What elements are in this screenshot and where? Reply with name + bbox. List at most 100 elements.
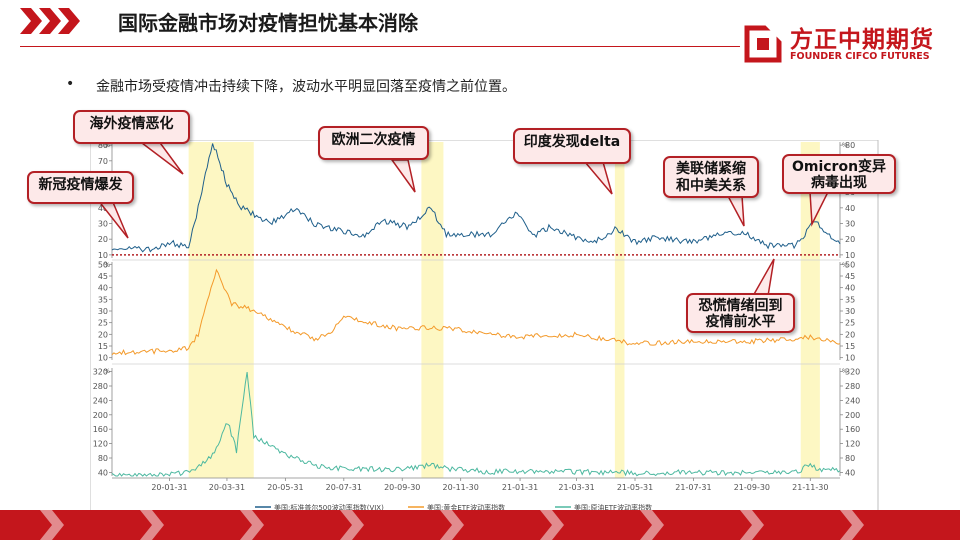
y-tick-label: 10	[845, 251, 855, 260]
legend-label: 美国:原油ETF波动率指数	[574, 503, 652, 512]
title-divider	[20, 46, 740, 47]
chevron-logo-icon	[20, 8, 80, 34]
y-tick-label: 280	[845, 382, 860, 391]
y-tick-label: 30	[98, 307, 108, 316]
y-tick-label: 120	[93, 440, 108, 449]
y-tick-label: 320	[845, 368, 860, 377]
y-tick-label: 35	[98, 295, 108, 304]
y-unit-label: %	[842, 368, 848, 375]
y-tick-label: 25	[98, 319, 108, 328]
x-tick-label: 21-01-31	[502, 483, 538, 492]
y-tick-label: 10	[98, 354, 108, 363]
y-tick-label: 240	[93, 396, 108, 405]
y-tick-label: 40	[98, 204, 108, 213]
y-unit-label: %	[842, 142, 848, 149]
callout-text: 印度发现delta	[523, 134, 621, 150]
y-tick-label: 45	[845, 272, 855, 281]
y-tick-label: 10	[845, 354, 855, 363]
y-tick-label: 70	[98, 157, 108, 166]
callout-omicron: Omicron变异 病毒出现	[782, 154, 896, 194]
callout-text: 欧洲二次疫情	[331, 132, 416, 148]
series-line	[111, 143, 841, 253]
callout-fed: 美联储紧缩 和中美关系	[663, 156, 759, 198]
y-tick-label: 160	[93, 425, 108, 434]
callout-text: 病毒出现	[811, 175, 867, 191]
y-tick-label: 40	[98, 468, 108, 477]
y-tick-label: 50	[845, 260, 855, 269]
y-tick-label: 10	[98, 251, 108, 260]
x-tick-label: 21-05-31	[617, 483, 653, 492]
y-tick-label: 30	[845, 220, 855, 229]
y-tick-label: 120	[845, 440, 860, 449]
x-tick-label: 21-03-31	[558, 483, 594, 492]
x-tick-label: 20-03-31	[209, 483, 245, 492]
callout-pointer	[726, 195, 745, 227]
y-tick-label: 25	[845, 319, 855, 328]
founder-logo-icon	[744, 25, 782, 63]
callout-text: Omicron变异	[791, 159, 887, 175]
y-tick-label: 80	[845, 454, 855, 463]
y-tick-label: 15	[845, 342, 855, 351]
highlight-band	[188, 142, 254, 478]
y-tick-label: 20	[845, 235, 855, 244]
bullet-marker: •	[66, 76, 75, 92]
series-line	[111, 268, 841, 356]
x-tick-label: 21-07-31	[675, 483, 711, 492]
y-tick-label: 45	[98, 272, 108, 281]
callout-pointer	[135, 139, 184, 175]
y-tick-label: 280	[93, 382, 108, 391]
y-tick-label: 40	[845, 468, 855, 477]
callout-text: 美联储紧缩	[676, 161, 746, 177]
callout-text: 新冠疫情爆发	[38, 177, 123, 193]
y-tick-label: 200	[845, 411, 860, 420]
y-tick-label: 200	[93, 411, 108, 420]
y-tick-label: 80	[98, 141, 108, 150]
highlight-band	[614, 142, 625, 478]
y-tick-label: 160	[845, 425, 860, 434]
x-tick-label: 20-05-31	[267, 483, 303, 492]
callout-europe: 欧洲二次疫情	[318, 126, 429, 160]
y-tick-label: 40	[845, 204, 855, 213]
y-tick-label: 80	[845, 141, 855, 150]
y-tick-label: 20	[98, 235, 108, 244]
y-tick-label: 15	[98, 342, 108, 351]
y-tick-label: 30	[845, 307, 855, 316]
y-unit-label: %	[104, 142, 110, 149]
y-tick-label: 35	[845, 295, 855, 304]
y-tick-label: 50	[98, 260, 108, 269]
highlight-band	[421, 142, 444, 478]
legend-label: 美国:标准普尔500波动率指数(VIX)	[274, 503, 384, 512]
legend-label: 美国:黄金ETF波动率指数	[427, 503, 505, 512]
callout-delta: 印度发现delta	[513, 128, 631, 164]
y-tick-label: 320	[93, 368, 108, 377]
callout-pointer	[751, 258, 775, 297]
y-unit-label: %	[842, 262, 848, 269]
y-tick-label: 40	[845, 284, 855, 293]
y-tick-label: 40	[98, 284, 108, 293]
bullet-text: 金融市场受疫情冲击持续下降，波动水平明显回落至疫情之前位置。	[96, 79, 516, 95]
callout-pointer	[583, 161, 613, 195]
volatility-chart: 10102020303040405050606070708080%%101015…	[90, 140, 879, 514]
callout-pointer	[96, 199, 129, 239]
callout-text: 海外疫情恶化	[89, 116, 174, 132]
y-tick-label: 20	[98, 330, 108, 339]
callout-text: 疫情前水平	[705, 314, 776, 330]
callout-text: 恐慌情绪回到	[698, 298, 783, 314]
callout-outbreak: 新冠疫情爆发	[27, 171, 134, 204]
series-line	[111, 372, 841, 477]
y-tick-label: 30	[98, 220, 108, 229]
x-tick-label: 20-07-31	[326, 483, 362, 492]
y-unit-label: %	[104, 368, 110, 375]
x-tick-label: 20-11-30	[443, 483, 479, 492]
brand-name: 方正中期期货	[790, 27, 934, 53]
callout-pointer	[390, 159, 416, 193]
y-unit-label: %	[104, 262, 110, 269]
x-tick-label: 21-11-30	[792, 483, 828, 492]
callout-panic: 恐慌情绪回到 疫情前水平	[686, 293, 795, 333]
page-title: 国际金融市场对疫情担忧基本消除	[118, 11, 418, 35]
highlight-band	[800, 142, 820, 478]
callout-pointer	[809, 191, 830, 227]
x-tick-label: 20-09-30	[384, 483, 420, 492]
callout-text: 和中美关系	[676, 178, 746, 194]
